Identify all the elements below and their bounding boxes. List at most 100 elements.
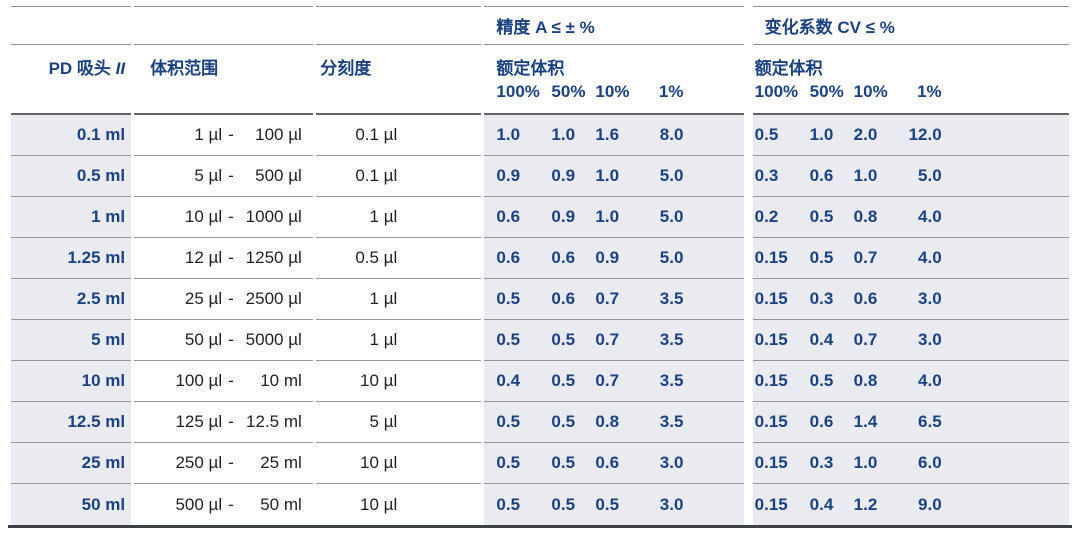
cv-values-cell: 0.15 0.4 1.2 9.0 (752, 484, 1069, 525)
range-separator: - (228, 330, 234, 349)
range-low: 25 µl (184, 289, 223, 308)
graduation-cell: 1 µl (316, 279, 482, 320)
range-low: 12 µl (184, 248, 223, 267)
graduation-column-header: 分刻度 (316, 45, 482, 115)
range-high: 25 ml (260, 453, 302, 472)
table-row: 0.5 ml 5 µl -500 µl 0.1 µl 0.9 0.9 1.0 5.0 0.3 0.… (11, 156, 1069, 197)
table-row: 50 ml 500 µl -50 ml 10 µl 0.5 0.5 0.5 3.0 0.15 0.… (11, 484, 1069, 525)
precision-value: 0.6 (595, 453, 620, 472)
graduation-cell: 10 µl (316, 361, 482, 402)
precision-value: 0.5 (551, 371, 576, 390)
precision-value: 0.6 (496, 207, 521, 226)
precision-group-header: 精度 A ≤ ± % (484, 6, 744, 45)
cv-value: 4.0 (918, 248, 942, 267)
range-separator: - (228, 412, 234, 431)
graduation-value: 0.5 µl (355, 248, 398, 267)
cv-value: 0.15 (754, 412, 788, 431)
pd-tip-spec-table: 精度 A ≤ ± % 变化系数 CV ≤ % PD 吸头 II 体积范围 分刻度… (8, 6, 1072, 525)
column-gap (746, 279, 750, 320)
rated-volume-label: 额定体积 (496, 59, 565, 78)
range-high: 12.5 ml (246, 412, 302, 431)
tip-size-cell: 1 ml (11, 197, 132, 238)
cv-value: 0.7 (853, 330, 878, 349)
range-low: 5 µl (194, 166, 223, 185)
range-separator: - (228, 207, 234, 226)
precision-values-cell: 1.0 1.0 1.6 8.0 (484, 115, 744, 156)
precision-value: 1.0 (595, 207, 620, 226)
precision-value: 0.7 (595, 330, 620, 349)
precision-value: 5.0 (659, 207, 684, 226)
cv-value: 0.8 (853, 371, 878, 390)
cv-value: 1.0 (853, 453, 878, 472)
precision-value: 5.0 (659, 248, 684, 267)
range-separator: - (228, 453, 234, 472)
tip-size-cell: 10 ml (11, 361, 132, 402)
precision-value: 0.6 (496, 248, 521, 267)
precision-value: 3.5 (659, 371, 684, 390)
column-gap (747, 45, 750, 115)
percent-label: 1% (917, 82, 942, 101)
cv-value: 6.0 (918, 453, 942, 472)
percent-label: 10% (595, 82, 630, 101)
empty-header-cell (134, 6, 314, 45)
cv-values-cell: 0.15 0.5 0.7 4.0 (752, 238, 1069, 279)
tip-size-cell: 50 ml (11, 484, 132, 525)
precision-values-cell: 0.9 0.9 1.0 5.0 (484, 156, 744, 197)
precision-value: 3.5 (659, 330, 684, 349)
volume-range-cell: 250 µl - 25 ml (134, 443, 314, 484)
column-gap (746, 443, 750, 484)
cv-value: 0.7 (853, 248, 878, 267)
percent-label: 50% (551, 82, 586, 101)
precision-value: 0.7 (595, 371, 620, 390)
range-column-header: 体积范围 (134, 45, 314, 115)
table-row: 1 ml 10 µl -1000 µl 1 µl 0.6 0.9 1.0 5.0 0.2 0.5 0… (11, 197, 1069, 238)
cv-values-cell: 0.2 0.5 0.8 4.0 (752, 197, 1069, 238)
cv-value: 0.15 (754, 330, 788, 349)
cv-value: 0.6 (853, 289, 878, 308)
cv-value: 3.0 (918, 330, 942, 349)
percent-label: 1% (658, 82, 684, 101)
volume-range-cell: 500 µl - 50 ml (134, 484, 314, 525)
graduation-value: 0.1 µl (355, 125, 398, 144)
range-high: 1250 µl (245, 248, 302, 267)
volume-range-cell: 10 µl -1000 µl (134, 197, 314, 238)
graduation-value: 10 µl (360, 453, 398, 472)
precision-value: 0.5 (496, 330, 521, 349)
tip-size-cell: 0.5 ml (11, 156, 132, 197)
precision-value: 0.5 (551, 453, 576, 472)
precision-value: 0.4 (496, 371, 521, 390)
column-gap (746, 197, 750, 238)
graduation-value: 10 µl (360, 494, 398, 514)
range-low: 125 µl (175, 412, 223, 431)
volume-range-cell: 25 µl -2500 µl (134, 279, 314, 320)
cv-value: 0.15 (754, 371, 788, 390)
table-row: 25 ml 250 µl -25 ml 10 µl 0.5 0.5 0.6 3.0 0.15 0.… (11, 443, 1069, 484)
table-row: 0.1 ml 1 µl - 100 µl 0.1 µl 1.0 1.0 1.6 8.0 0.5 1.… (11, 115, 1069, 156)
graduation-value: 0.1 µl (355, 166, 398, 185)
volume-range-cell: 125 µl -12.5 ml (134, 402, 314, 443)
empty-header-cell (11, 6, 132, 45)
precision-value: 8.0 (659, 125, 684, 144)
cv-value: 1.0 (853, 166, 878, 185)
range-low: 250 µl (175, 453, 223, 472)
tip-size-cell: 1.25 ml (11, 238, 132, 279)
graduation-cell: 10 µl (316, 484, 482, 525)
cv-value: 0.3 (754, 166, 779, 185)
column-gap (747, 6, 750, 45)
percent-label: 100% (496, 82, 540, 101)
precision-value: 0.5 (496, 453, 521, 472)
cv-percent-labels: 100% 50% 10% 1% (755, 80, 1069, 103)
precision-values-cell: 0.6 0.6 0.9 5.0 (484, 238, 744, 279)
cv-value: 9.0 (918, 494, 942, 514)
percent-label: 10% (853, 82, 888, 101)
column-gap (746, 320, 750, 361)
cv-value: 0.4 (809, 330, 834, 349)
precision-value: 3.0 (659, 494, 684, 514)
precision-value: 0.5 (551, 412, 576, 431)
cv-values-cell: 0.15 0.6 1.4 6.5 (752, 402, 1069, 443)
column-header-row: PD 吸头 II 体积范围 分刻度 额定体积 100% 50% 10% 1% 额定体积… (11, 45, 1069, 115)
tip-size-cell: 2.5 ml (11, 279, 132, 320)
cv-value: 0.5 (809, 371, 834, 390)
range-separator: - (228, 494, 234, 514)
range-low: 500 µl (175, 494, 223, 514)
